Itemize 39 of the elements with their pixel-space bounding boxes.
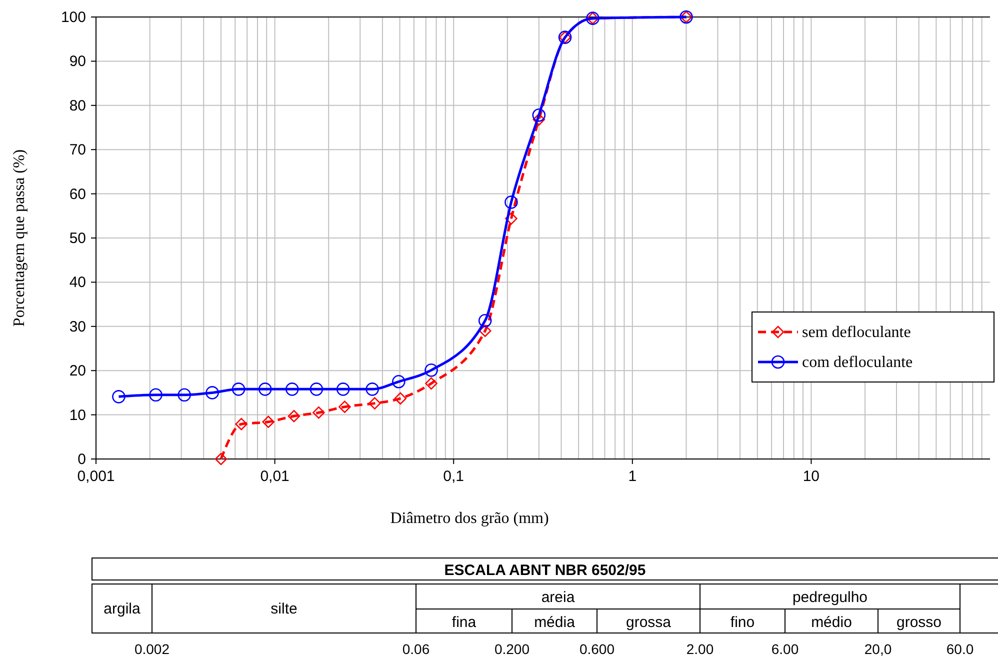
y-tick-label: 30 bbox=[69, 318, 86, 336]
y-tick-label: 0 bbox=[78, 451, 86, 468]
y-tick-label: 40 bbox=[69, 274, 86, 292]
text: média bbox=[534, 614, 576, 631]
text: grossa bbox=[626, 614, 672, 631]
x-tick-label: 0,1 bbox=[443, 468, 464, 485]
text: fina bbox=[452, 614, 477, 631]
y-tick-label: 90 bbox=[69, 53, 86, 70]
x-tick-label: 10 bbox=[802, 468, 820, 485]
y-tick-label: 50 bbox=[69, 230, 86, 247]
text: silte bbox=[270, 600, 298, 618]
x-tick-label: 0,01 bbox=[260, 468, 290, 485]
text: argila bbox=[104, 600, 141, 618]
text: 0.600 bbox=[579, 641, 615, 657]
x-axis-title: Diâmetro dos grão (mm) bbox=[390, 510, 549, 527]
y-tick-label: 100 bbox=[60, 9, 86, 26]
legend-label: sem defloculante bbox=[802, 324, 911, 341]
y-tick-label: 10 bbox=[69, 406, 86, 424]
y-tick-label: 80 bbox=[69, 97, 86, 114]
text: fino bbox=[730, 614, 755, 631]
text: pedregulho bbox=[792, 589, 868, 606]
text: ESCALA ABNT NBR 6502/95 bbox=[444, 562, 646, 579]
text: 60.0 bbox=[946, 641, 974, 657]
text: 6.00 bbox=[771, 641, 799, 657]
y-tick-label: 20 bbox=[69, 362, 86, 380]
x-tick-label: 0,001 bbox=[77, 468, 115, 485]
text: areia bbox=[541, 589, 576, 606]
y-axis-title: Porcentagem que passa (%) bbox=[11, 149, 28, 327]
legend-label: com defloculante bbox=[802, 354, 913, 371]
text: 0.002 bbox=[134, 641, 170, 657]
text: 2.00 bbox=[686, 641, 714, 657]
y-tick-label: 70 bbox=[69, 142, 86, 159]
text: médio bbox=[811, 614, 852, 631]
text: grosso bbox=[896, 614, 942, 631]
text: 0.06 bbox=[402, 641, 430, 657]
y-tick-label: 60 bbox=[69, 186, 86, 203]
text: 0.200 bbox=[494, 641, 530, 657]
x-tick-label: 1 bbox=[628, 468, 637, 485]
text: 20,0 bbox=[864, 641, 892, 657]
